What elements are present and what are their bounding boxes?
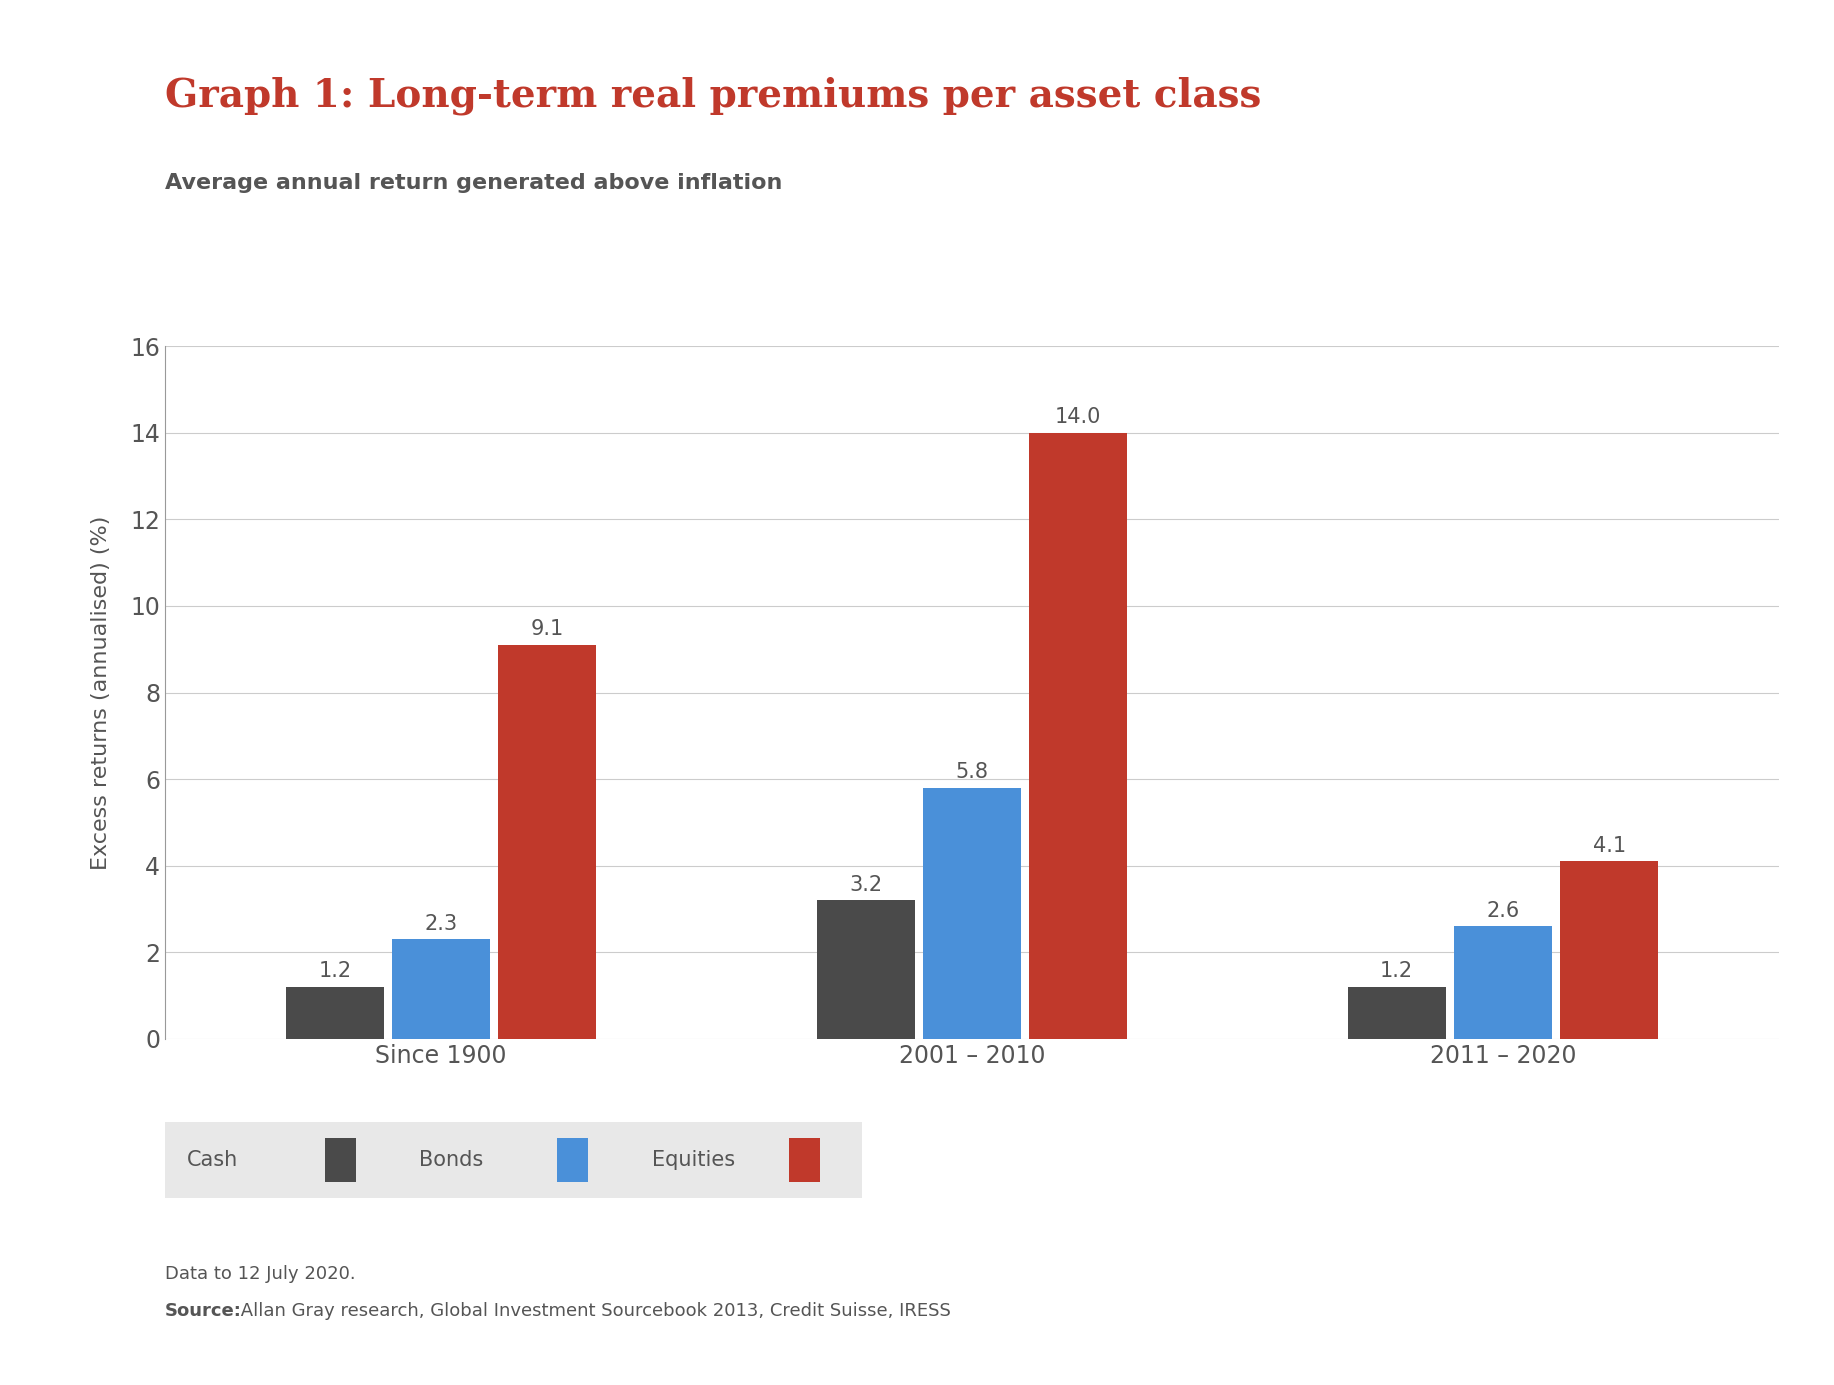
Text: Graph 1: Long-term real premiums per asset class: Graph 1: Long-term real premiums per ass… — [165, 76, 1262, 115]
Text: Source:: Source: — [165, 1302, 242, 1320]
Text: 9.1: 9.1 — [530, 619, 563, 640]
Bar — [816, 900, 915, 1039]
Bar — [499, 645, 596, 1039]
Text: 14.0: 14.0 — [1055, 407, 1102, 427]
Text: 5.8: 5.8 — [956, 762, 989, 783]
Text: 1.2: 1.2 — [319, 961, 352, 981]
Text: Bonds: Bonds — [420, 1150, 484, 1170]
Bar — [1454, 927, 1552, 1039]
Bar — [286, 986, 383, 1039]
Text: Average annual return generated above inflation: Average annual return generated above in… — [165, 173, 783, 193]
Text: 3.2: 3.2 — [849, 874, 882, 895]
Text: 2.6: 2.6 — [1486, 900, 1520, 921]
Text: 1.2: 1.2 — [1381, 961, 1414, 981]
Bar — [392, 939, 490, 1039]
Bar — [1029, 432, 1128, 1039]
Text: Allan Gray research, Global Investment Sourcebook 2013, Credit Suisse, IRESS: Allan Gray research, Global Investment S… — [235, 1302, 950, 1320]
Bar — [923, 788, 1022, 1039]
Text: Equities: Equities — [651, 1150, 735, 1170]
Text: Cash: Cash — [187, 1150, 238, 1170]
Text: 2.3: 2.3 — [424, 914, 458, 933]
Text: 4.1: 4.1 — [1592, 835, 1625, 856]
Text: Data to 12 July 2020.: Data to 12 July 2020. — [165, 1265, 356, 1283]
Bar — [1348, 986, 1445, 1039]
Bar — [1561, 861, 1658, 1039]
Y-axis label: Excess returns (annualised) (%): Excess returns (annualised) (%) — [92, 515, 110, 870]
